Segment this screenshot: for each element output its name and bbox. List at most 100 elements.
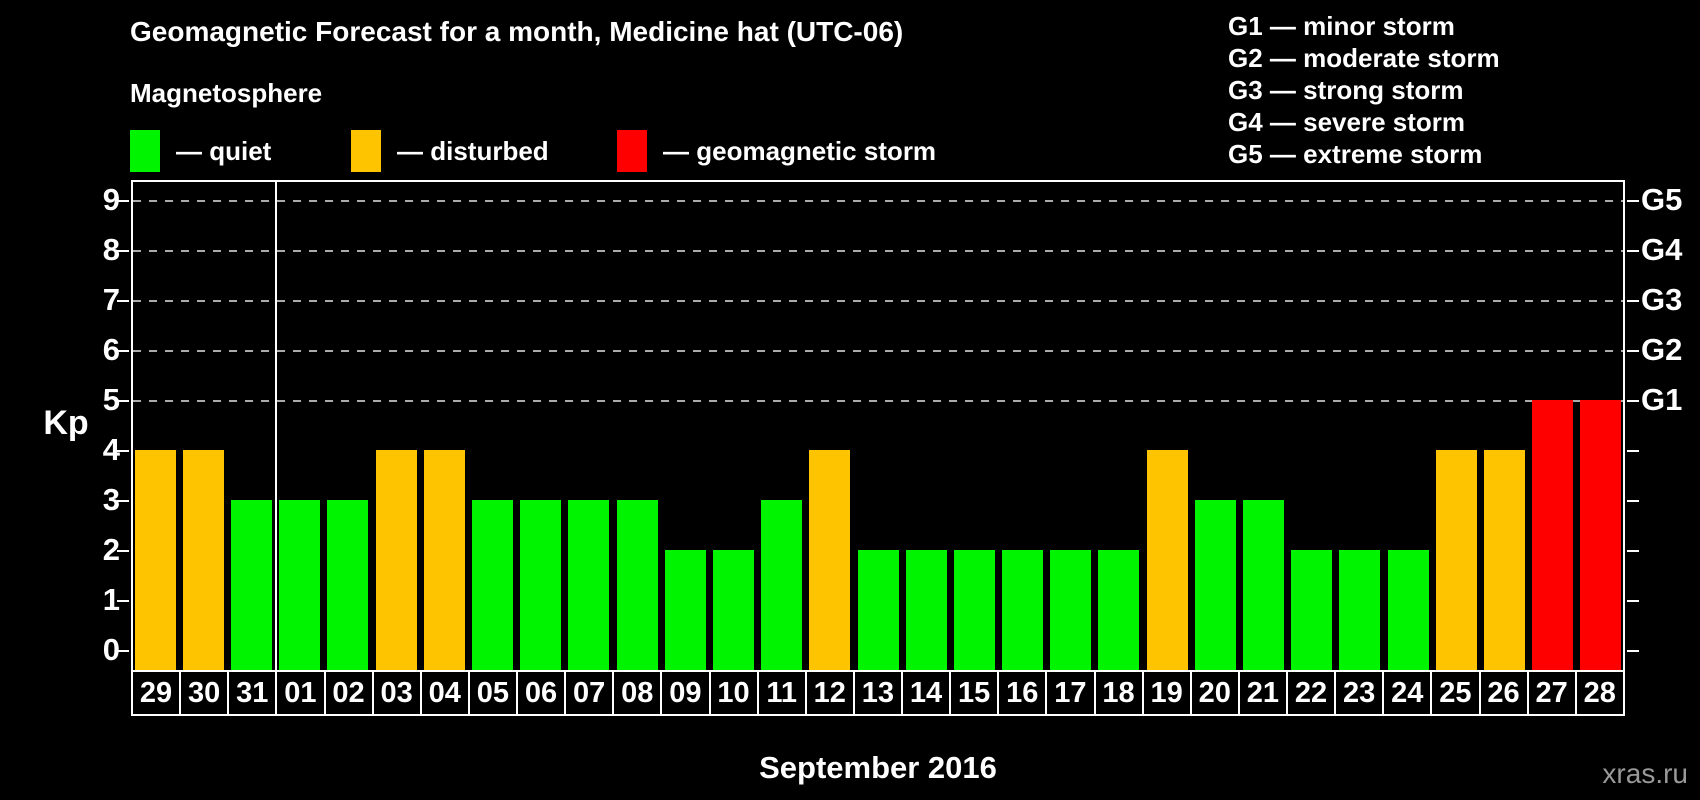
kp-bar-25: [1435, 450, 1477, 670]
kp-bar-16: [1002, 550, 1044, 670]
y-tick-label-6: 6: [102, 332, 120, 367]
kp-bar-24: [1387, 550, 1429, 670]
y-tick-label-8: 8: [102, 232, 120, 267]
x-axis-title: September 2016: [759, 750, 997, 785]
kp-bar-15: [953, 550, 995, 670]
date-cell-13: 13: [852, 672, 901, 714]
right-axis-label-G2: G2: [1641, 332, 1683, 367]
plot-area: [117, 180, 1639, 670]
date-cell-01: 01: [275, 672, 323, 714]
y-tick-right-5: [1627, 400, 1639, 402]
right-axis-label-G1: G1: [1641, 382, 1683, 417]
chart-title: Geomagnetic Forecast for a month, Medici…: [130, 16, 904, 47]
magnetosphere-legend: — quiet — disturbed — geomagnetic storm: [0, 128, 1100, 174]
gridline-kp8: [133, 250, 1623, 252]
date-cell-27: 27: [1526, 672, 1575, 714]
date-cell-08: 08: [612, 672, 660, 714]
gridline-kp6: [133, 350, 1623, 352]
kp-bar-31: [230, 500, 272, 670]
y-tick-label-9: 9: [102, 182, 120, 217]
y-tick-right-9: [1627, 200, 1639, 202]
date-cell-19: 19: [1141, 672, 1190, 714]
legend-label-disturbed: — disturbed: [397, 135, 549, 166]
storm-scale-legend: G1 — minor storm G2 — moderate storm G3 — …: [1228, 10, 1500, 170]
legend-item-quiet: — quiet: [130, 128, 271, 174]
y-tick-left-2: [117, 550, 129, 552]
date-cell-31: 31: [227, 672, 275, 714]
plot-frame-top: [131, 180, 1625, 182]
gridline-kp7: [133, 300, 1623, 302]
date-cell-24: 24: [1382, 672, 1430, 714]
kp-bar-26: [1484, 450, 1526, 670]
date-cell-29: 29: [139, 677, 173, 709]
right-axis-label-G5: G5: [1641, 182, 1683, 217]
gridline-kp9: [133, 200, 1623, 202]
kp-bar-13: [857, 550, 899, 670]
y-tick-right-2: [1627, 550, 1639, 552]
kp-bar-04: [423, 450, 465, 670]
y-tick-right-6: [1627, 350, 1639, 352]
y-tick-right-8: [1627, 250, 1639, 252]
y-tick-left-9: [117, 200, 129, 202]
y-axis-title: Kp: [43, 404, 89, 442]
date-cell-10: 10: [708, 672, 757, 714]
y-tick-label-4: 4: [102, 432, 120, 467]
legend-item-disturbed: — disturbed: [351, 128, 549, 174]
date-cell-18: 18: [1093, 672, 1142, 714]
kp-bar-05: [471, 500, 513, 670]
y-tick-right-3: [1627, 500, 1639, 502]
kp-bar-08: [616, 500, 658, 670]
date-cell-05: 05: [467, 672, 516, 714]
right-axis-label-G3: G3: [1641, 282, 1683, 317]
storm-scale-line-1: G1 — minor storm: [1228, 11, 1455, 41]
storm-scale-line-5: G5 — extreme storm: [1228, 139, 1483, 169]
date-cell-04: 04: [419, 672, 468, 714]
kp-bar-18: [1098, 550, 1140, 670]
y-tick-left-1: [117, 600, 129, 602]
kp-bar-22: [1291, 550, 1333, 670]
date-cell-17: 17: [1045, 672, 1093, 714]
date-cell-03: 03: [371, 672, 420, 714]
kp-bar-29: [134, 450, 176, 670]
date-cell-26: 26: [1478, 672, 1527, 714]
date-cell-07: 07: [564, 672, 612, 714]
date-cell-02: 02: [323, 672, 372, 714]
storm-scale-line-4: G4 — severe storm: [1228, 107, 1466, 137]
y-tick-left-5: [117, 400, 129, 402]
kp-bar-21: [1243, 500, 1285, 670]
date-cell-28: 28: [1574, 672, 1623, 714]
kp-bar-06: [520, 500, 562, 670]
month-separator-line: [274, 180, 277, 670]
legend-label-storm: — geomagnetic storm: [663, 135, 937, 166]
kp-bar-14: [905, 550, 947, 670]
storm-scale-line-2: G2 — moderate storm: [1228, 43, 1500, 73]
y-tick-label-7: 7: [102, 282, 120, 317]
date-cell-25: 25: [1430, 672, 1478, 714]
legend-swatch-quiet: [130, 130, 160, 172]
kp-bar-28: [1580, 400, 1622, 670]
kp-bar-11: [761, 500, 803, 670]
plot-frame-left: [131, 180, 133, 670]
y-tick-label-0: 0: [102, 632, 120, 667]
date-cell-23: 23: [1334, 672, 1382, 714]
date-cell-09: 09: [660, 672, 708, 714]
y-tick-left-3: [117, 500, 129, 502]
x-axis-date-row: 29 30 31 01 02 03 04 05 06 07 08 09 10 11 12 13 14 15 16 17…: [131, 670, 1625, 716]
y-tick-left-8: [117, 250, 129, 252]
date-cell-06: 06: [516, 672, 564, 714]
date-cell-21: 21: [1237, 672, 1286, 714]
kp-bar-02: [327, 500, 369, 670]
y-tick-label-1: 1: [102, 582, 120, 617]
date-cell-20: 20: [1189, 672, 1238, 714]
y-tick-left-7: [117, 300, 129, 302]
kp-bar-17: [1050, 550, 1092, 670]
kp-bar-03: [375, 450, 417, 670]
date-cell-11: 11: [756, 672, 805, 714]
kp-bar-09: [664, 550, 706, 670]
y-tick-left-0: [117, 650, 129, 652]
date-cell-14: 14: [901, 672, 949, 714]
y-tick-right-4: [1627, 450, 1639, 452]
y-tick-right-7: [1627, 300, 1639, 302]
chart-subtitle: Magnetosphere: [130, 78, 323, 108]
